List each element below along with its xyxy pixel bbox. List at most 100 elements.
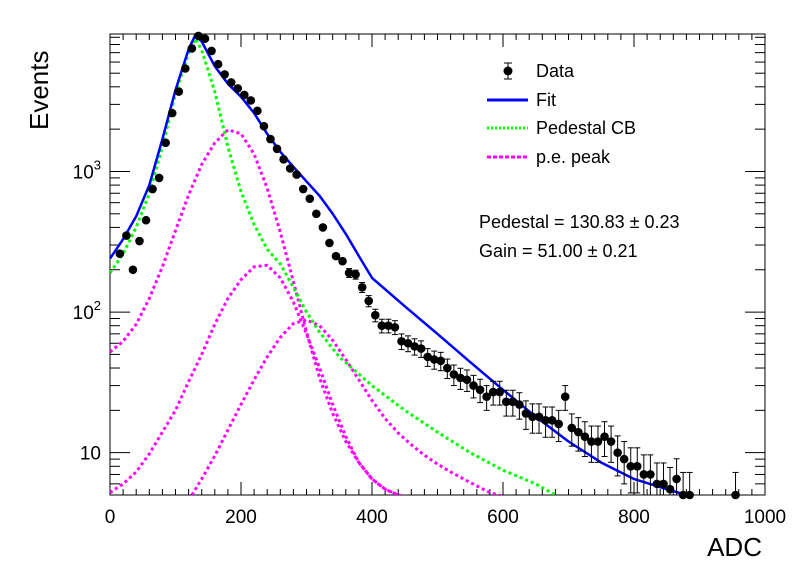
data-marker [135, 236, 144, 246]
data-point [207, 46, 216, 56]
data-marker [128, 265, 138, 275]
data-marker [501, 397, 511, 407]
data-point [587, 425, 596, 463]
data-marker [181, 64, 190, 73]
x-tick-label: 800 [618, 507, 650, 528]
data-marker [508, 397, 518, 407]
data-point [384, 318, 393, 334]
x-tick-label: 200 [225, 507, 257, 528]
data-marker [246, 96, 256, 105]
x-tick-label: 1000 [744, 507, 786, 528]
data-point [266, 134, 275, 144]
data-marker [495, 387, 505, 397]
data-marker [318, 223, 328, 232]
data-point [377, 318, 387, 334]
data-marker [141, 215, 151, 225]
data-point [416, 340, 426, 358]
data-point [508, 389, 518, 417]
legend-label-fit: Fit [536, 90, 556, 110]
data-point [292, 170, 301, 179]
data-point [626, 447, 636, 494]
data-marker [639, 470, 649, 479]
data-marker [226, 78, 236, 87]
data-point [534, 403, 544, 434]
data-point [226, 78, 236, 87]
data-point [469, 374, 478, 399]
data-point [167, 108, 177, 118]
data-marker [632, 462, 642, 471]
plot-frame [109, 33, 766, 496]
data-marker [574, 427, 583, 437]
data-point [246, 96, 256, 105]
data-point [285, 164, 295, 173]
data-point [685, 471, 694, 500]
data-point [567, 413, 577, 447]
data-point [148, 184, 157, 194]
annotation-pedestal: Pedestal = 130.83 ± 0.23 [479, 212, 680, 232]
data-marker [266, 134, 275, 144]
data-marker [357, 283, 367, 292]
data-point [141, 215, 151, 225]
data-point [344, 268, 354, 278]
data-marker [521, 409, 531, 418]
data-marker [593, 437, 603, 446]
data-point [436, 351, 446, 372]
data-point [312, 209, 321, 219]
data-point [541, 406, 550, 438]
curve-p-e-peak-2 [110, 263, 399, 495]
data-marker [279, 155, 288, 164]
data-points [115, 31, 740, 500]
legend-item-data: Data [503, 61, 575, 81]
x-axis-title: ADC [707, 532, 762, 562]
data-marker [298, 184, 308, 194]
data-marker [351, 270, 360, 279]
data-point [521, 400, 531, 430]
data-marker [429, 355, 439, 364]
data-marker [515, 400, 524, 409]
data-point [272, 144, 282, 154]
data-marker [456, 373, 465, 383]
data-marker [475, 385, 485, 395]
data-marker [213, 59, 223, 69]
data-point [410, 338, 419, 356]
data-marker [253, 106, 262, 116]
data-marker [482, 392, 491, 402]
x-tick-label: 400 [356, 507, 388, 528]
data-marker [154, 173, 164, 183]
data-point [220, 70, 229, 79]
data-marker [397, 336, 406, 346]
data-point [475, 378, 485, 404]
data-point [279, 155, 288, 164]
data-marker [148, 184, 157, 194]
data-marker [580, 432, 590, 441]
legend-label-pedestal-cb: Pedestal CB [536, 118, 636, 138]
data-marker [174, 87, 184, 96]
data-point [423, 348, 432, 367]
data-point [403, 335, 413, 353]
data-marker [370, 310, 380, 320]
x-tick-label: 600 [487, 507, 519, 528]
legend-item-pe-peak: p.e. peak [487, 147, 611, 167]
data-marker [659, 479, 668, 489]
data-point [390, 320, 400, 336]
data-point [462, 369, 472, 392]
data-marker [449, 370, 459, 379]
data-point [298, 184, 308, 194]
data-point [495, 380, 505, 406]
curves [110, 34, 687, 495]
legend-item-pedestal-cb: Pedestal CB [487, 118, 636, 138]
data-point [632, 447, 642, 494]
data-point [600, 421, 609, 457]
data-marker [678, 490, 688, 500]
data-point [174, 87, 184, 96]
axis-ticks: 0 200 400 600 800 1000 10 102 103 [73, 34, 786, 528]
data-marker [272, 144, 282, 154]
data-point [305, 194, 315, 204]
data-marker [462, 375, 472, 385]
data-point [318, 223, 328, 232]
data-marker [528, 412, 537, 422]
data-marker [469, 381, 478, 390]
data-marker [403, 338, 413, 348]
data-point [456, 367, 465, 390]
data-marker [233, 84, 243, 93]
